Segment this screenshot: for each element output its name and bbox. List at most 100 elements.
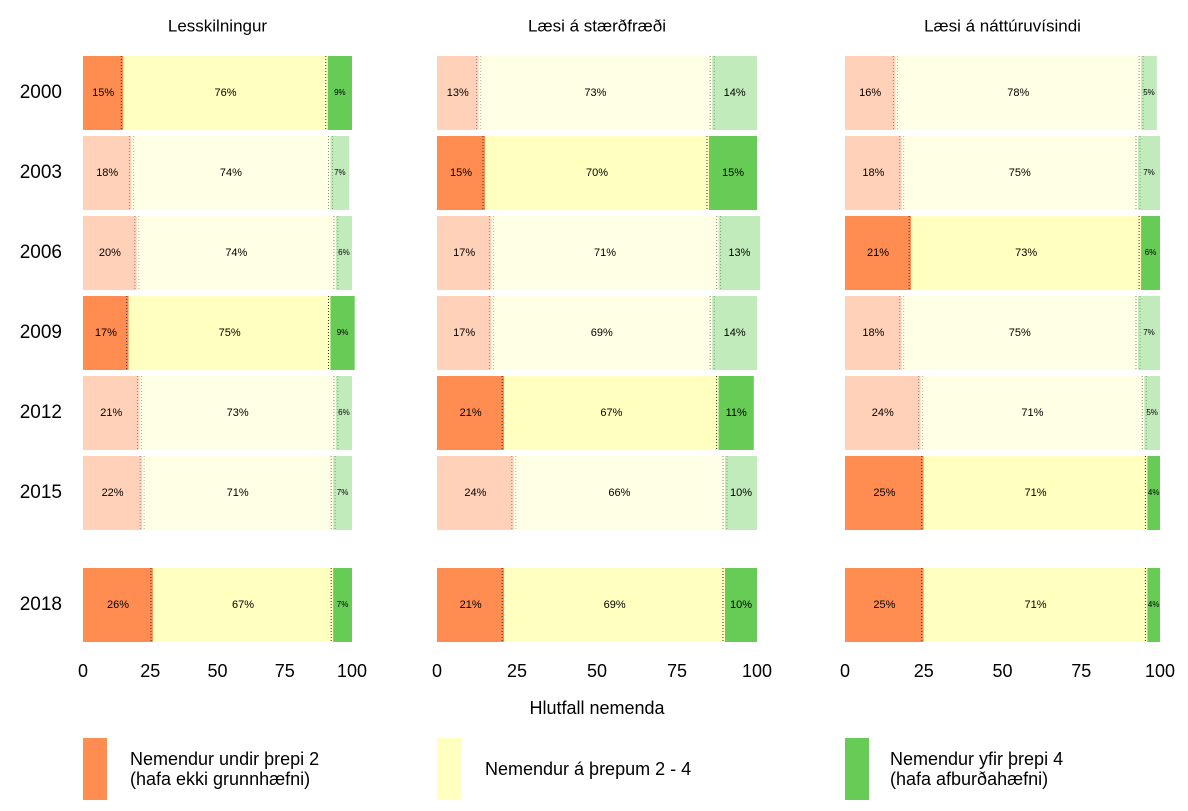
bar-segment [513, 456, 725, 530]
bar-segment [485, 136, 709, 210]
bar-segment [1141, 216, 1160, 290]
x-tick-label: 50 [587, 661, 607, 681]
bar-segment [83, 136, 132, 210]
bar-segment [491, 296, 713, 370]
bar-segment [437, 456, 514, 530]
bar-value-label: 5% [1143, 88, 1155, 97]
bar-segment [901, 136, 1138, 210]
x-tick-label: 25 [914, 661, 934, 681]
bar-value-label: 14% [724, 327, 746, 339]
bar-segment [504, 568, 725, 642]
bar-value-label: 21% [460, 599, 482, 611]
y-tick-label: 2006 [20, 242, 62, 263]
bar-value-label: 71% [227, 487, 249, 499]
bar-segment [712, 296, 757, 370]
bar-value-label: 69% [591, 327, 613, 339]
legend-label: Nemendur á þrepum 2 - 4 [485, 759, 692, 779]
bar-value-label: 18% [862, 327, 884, 339]
bar-value-label: 9% [334, 88, 346, 97]
bar-value-label: 4% [1148, 488, 1160, 497]
panel-title: Lesskilningur [168, 16, 268, 35]
bar-segment [437, 376, 505, 450]
bar-segment [1141, 56, 1157, 130]
bar-segment [1147, 456, 1160, 530]
bar-segment [478, 56, 713, 130]
bar-value-label: 24% [872, 407, 894, 419]
bar-segment [437, 56, 479, 130]
x-tick-label: 0 [840, 661, 850, 681]
y-tick-label: 2009 [20, 322, 62, 343]
bar-value-label: 25% [873, 487, 895, 499]
bar-value-label: 10% [730, 487, 752, 499]
bar-value-label: 73% [1015, 247, 1037, 259]
bar-value-label: 6% [1145, 248, 1157, 257]
bar-value-label: 26% [107, 599, 129, 611]
bar-segment [923, 568, 1148, 642]
bar-value-label: 25% [873, 599, 895, 611]
bar-segment [333, 568, 352, 642]
bar-segment [139, 376, 336, 450]
bar-value-label: 15% [92, 87, 114, 99]
bar-value-label: 10% [730, 599, 752, 611]
bar-value-label: 75% [219, 327, 241, 339]
bar-value-label: 67% [600, 407, 622, 419]
bar-segment [333, 456, 352, 530]
bar-value-label: 71% [1025, 487, 1047, 499]
x-tick-label: 75 [275, 661, 295, 681]
x-tick-label: 25 [140, 661, 160, 681]
bar-value-label: 21% [100, 407, 122, 419]
bar-segment [491, 216, 719, 290]
bar-value-label: 74% [220, 167, 242, 179]
x-tick-label: 100 [742, 661, 772, 681]
x-tick-label: 50 [207, 661, 227, 681]
x-tick-label: 75 [1071, 661, 1091, 681]
legend-label: Nemendur undir þrepi 2 (hafa ekki grunnh… [130, 749, 320, 789]
y-tick-label: 2000 [20, 82, 62, 103]
bar-segment [128, 296, 331, 370]
x-tick-label: 0 [432, 661, 442, 681]
y-tick-label: 2015 [20, 482, 62, 503]
bar-value-label: 20% [99, 247, 121, 259]
bar-value-label: 15% [722, 167, 744, 179]
bar-value-label: 69% [604, 599, 626, 611]
bar-segment [123, 56, 328, 130]
bar-value-label: 70% [586, 167, 608, 179]
x-tick-label: 100 [1145, 661, 1175, 681]
x-tick-label: 75 [667, 661, 687, 681]
bar-value-label: 74% [225, 247, 247, 259]
bar-segment [1144, 376, 1160, 450]
bar-segment [712, 56, 757, 130]
bar-value-label: 17% [453, 327, 475, 339]
bar-segment [845, 296, 902, 370]
bar-segment [152, 568, 334, 642]
bar-segment [83, 376, 140, 450]
bar-segment [709, 136, 757, 210]
bar-value-label: 73% [584, 87, 606, 99]
bar-value-label: 7% [1143, 168, 1155, 177]
bar-segment [335, 216, 352, 290]
bar-segment [437, 296, 492, 370]
bar-value-label: 71% [1025, 599, 1047, 611]
bar-value-label: 75% [1009, 167, 1031, 179]
bar-segment [901, 296, 1138, 370]
bar-segment [923, 456, 1148, 530]
y-tick-label: 2018 [20, 594, 62, 615]
bar-value-label: 9% [337, 328, 349, 337]
bar-segment [437, 568, 505, 642]
bar-value-label: 13% [447, 87, 469, 99]
legend-swatch [83, 738, 107, 800]
bar-value-label: 73% [227, 407, 249, 419]
bar-value-label: 11% [726, 407, 747, 419]
bar-value-label: 18% [862, 167, 884, 179]
bar-segment [920, 376, 1145, 450]
bar-segment [845, 376, 921, 450]
bar-value-label: 67% [232, 599, 254, 611]
bar-value-label: 75% [1009, 327, 1031, 339]
x-tick-label: 0 [78, 661, 88, 681]
bar-segment [437, 136, 485, 210]
bar-segment [1137, 296, 1160, 370]
bar-value-label: 5% [1146, 408, 1158, 417]
bar-value-label: 7% [334, 168, 346, 177]
